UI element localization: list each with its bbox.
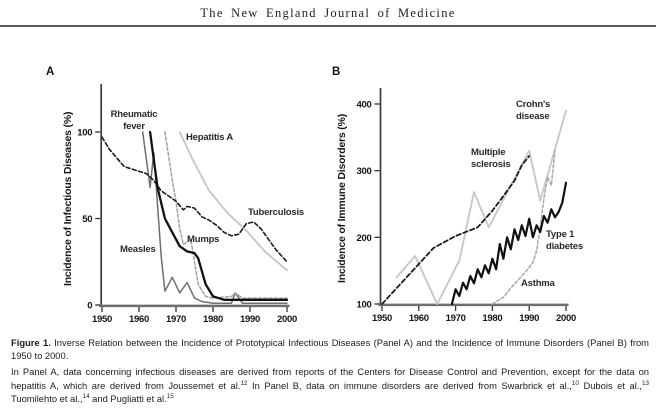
figure-caption: Figure 1. Inverse Relation between the I… [11,336,649,405]
caption-text-segment: Dubois et al., [578,379,642,391]
figure-caption-body: In Panel A, data concerning infectious d… [11,365,649,405]
x-tick-label: 1950 [372,313,392,322]
x-tick-label: 1990 [519,313,539,322]
curve-label: Multiple sclerosis [471,147,510,170]
caption-text-segment: and Pugliatti et al. [89,392,167,404]
series-tuberculosis-line [101,136,288,263]
y-tick-label: 100 [77,128,92,139]
curve-label: Crohn's disease [516,99,550,122]
y-tick-label: 50 [82,214,92,225]
x-tick-label: 1960 [129,314,149,322]
panel-a-letter: A [46,66,55,78]
caption-text-segment: In Panel A, data concerning infectious d… [11,366,649,391]
x-tick-label: 1960 [409,313,429,322]
x-tick-label: 1980 [203,314,223,322]
curve-label: Mumps [187,234,219,245]
reference-superscript: 14 [82,392,90,400]
figure-number-label: Figure 1. [11,337,51,348]
x-tick-label: 1970 [166,314,186,322]
panel-b-letter: B [332,66,341,78]
series-measles-line [148,130,289,301]
figure-title-text: Inverse Relation between the Incidence o… [11,337,649,362]
series-crohns_disease-line [395,109,567,305]
x-tick-label: 1990 [240,314,260,322]
curve-label: Asthma [521,278,556,289]
journal-masthead-title: The New England Journal of Medicine [200,6,456,20]
y-tick-label: 100 [357,300,372,311]
reference-superscript: 15 [166,392,174,400]
x-tick-label: 1950 [92,314,112,322]
curve-label: Rheumatic fever [111,109,158,132]
x-tick-label: 2000 [277,314,297,322]
panel-a: A Incidence of Infectious Diseases (%) 1… [30,58,330,322]
reference-superscript: 10 [571,379,579,387]
series-asthma-line [491,149,556,305]
curve-label: Type 1 diabetes [546,229,583,252]
reference-superscript: 12 [240,379,248,387]
y-tick-label: 200 [357,233,372,244]
series-multiple_sclerosis-line [381,155,531,305]
y-tick-label: 300 [357,166,372,177]
panel-b: B Incidence of Immune Disorders (%) 1950… [330,58,656,322]
series-rheumatic_fever-line [141,131,288,305]
figure-caption-title: Figure 1. Inverse Relation between the I… [11,336,649,362]
series-hepatitis_a-line [178,131,288,272]
caption-text-segment: Tuomilehto et al., [11,392,83,404]
x-tick-label: 1980 [482,313,502,322]
curve-label: Hepatitis A [186,132,233,143]
reference-superscript: 13 [642,379,650,387]
x-tick-label: 1970 [446,313,466,322]
y-tick-label: 400 [357,99,372,110]
x-tick-label: 2000 [556,313,576,322]
caption-text-segment: In Panel B, data on immune disorders are… [247,379,572,391]
y-tick-label: 0 [87,301,92,312]
panel-a-chart: 1950 1960 1970 1980 1990 2000 0 50 100 Rheumatic f… [77,84,304,322]
curve-label: Tuberculosis [248,207,304,218]
series-type1_diabetes-line [450,181,568,306]
masthead-divider-rule [0,25,656,27]
curve-label: Measles [120,244,156,255]
panel-b-chart: 1950 1960 1970 1980 1990 2000 100 200 300 400 Croh… [357,88,583,322]
series-mumps-line [164,131,288,299]
